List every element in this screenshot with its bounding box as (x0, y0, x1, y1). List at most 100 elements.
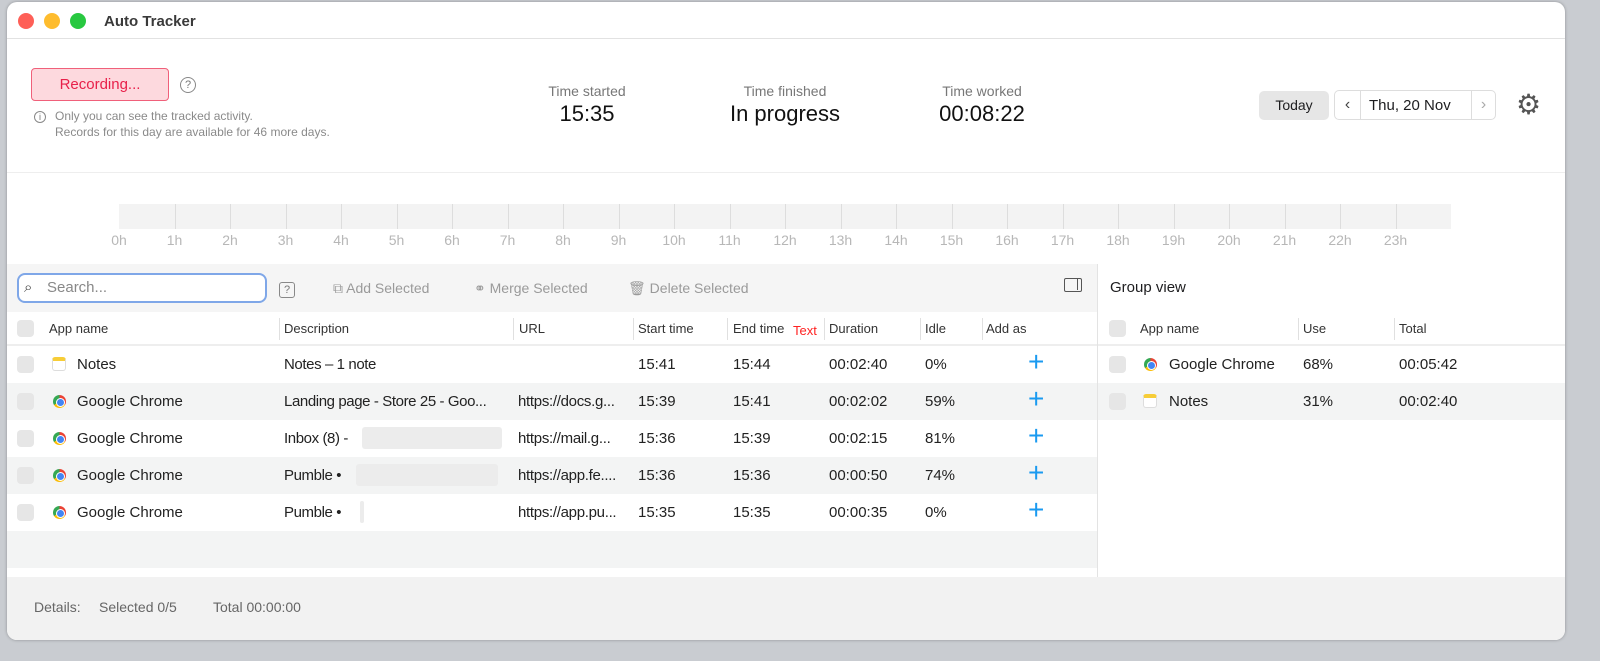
redacted (362, 427, 502, 449)
add-selected-label: Add Selected (346, 280, 430, 296)
hour-tick (452, 204, 453, 229)
app-name: Google Chrome (77, 430, 183, 447)
hour-tick (341, 204, 342, 229)
col-end-time[interactable]: End time (733, 321, 785, 336)
group-row-checkbox[interactable] (1109, 393, 1126, 410)
row-checkbox[interactable] (17, 467, 34, 484)
minimize-button[interactable] (44, 13, 60, 29)
table-row[interactable]: Google Chrome Pumble • https://app.fe...… (7, 457, 1097, 494)
hour-tick (507, 204, 509, 229)
end-time: 15:41 (733, 393, 771, 410)
redacted (356, 464, 498, 486)
row-checkbox[interactable] (17, 430, 34, 447)
zoom-button[interactable] (70, 13, 86, 29)
group-select-all-checkbox[interactable] (1109, 320, 1126, 337)
col-app-name[interactable]: App name (49, 321, 109, 336)
today-button[interactable]: Today (1259, 91, 1329, 120)
end-time: 15:35 (733, 504, 771, 521)
date-label[interactable]: Thu, 20 Nov (1369, 97, 1451, 114)
chrome-icon (53, 506, 66, 519)
start-time: 15:36 (638, 467, 676, 484)
hour-label: 11h (718, 232, 741, 248)
divider (7, 172, 1565, 173)
row-checkbox[interactable] (17, 393, 34, 410)
hour-tick (1340, 204, 1341, 229)
hour-label: 23h (1383, 232, 1408, 248)
row-checkbox[interactable] (17, 504, 34, 521)
add-as-plus-icon[interactable]: + (1028, 457, 1045, 488)
end-time: 15:36 (733, 467, 771, 484)
notes-icon (1143, 394, 1157, 408)
merge-selected-button[interactable]: ⚭ Merge Selected (474, 280, 588, 297)
toggle-sidebar-icon[interactable] (1064, 278, 1082, 292)
shortcuts-help-icon[interactable]: ? (279, 282, 295, 298)
prev-day-button[interactable]: ‹ (1335, 91, 1361, 119)
delete-selected-button[interactable]: 🗑 Delete Selected (628, 280, 749, 297)
hour-tick (1062, 204, 1064, 229)
add-as-plus-icon[interactable]: + (1028, 383, 1045, 414)
hour-label: 8h (555, 232, 571, 248)
next-day-button[interactable]: › (1471, 91, 1495, 119)
start-time: 15:41 (638, 356, 676, 373)
duration: 00:00:35 (829, 504, 888, 521)
row-checkbox[interactable] (17, 356, 34, 373)
hour-tick (618, 204, 620, 229)
duration: 00:02:40 (829, 356, 888, 373)
info-icon: i (34, 111, 46, 123)
hour-label: 12h (773, 232, 797, 248)
table-row[interactable]: Google Chrome Landing page - Store 25 - … (7, 383, 1097, 420)
select-all-checkbox[interactable] (17, 320, 34, 337)
description: Pumble • (284, 504, 342, 521)
duration: 00:02:15 (829, 430, 888, 447)
close-button[interactable] (18, 13, 34, 29)
hour-label: 21h (1272, 232, 1297, 248)
time-started-label: Time started (548, 83, 626, 99)
time-started: Time started 15:35 (517, 83, 657, 127)
group-col-use[interactable]: Use (1303, 321, 1327, 336)
description: Landing page - Store 25 - Goo... (284, 393, 487, 410)
group-row-checkbox[interactable] (1109, 356, 1126, 373)
hour-label: 9h (610, 232, 627, 248)
col-add-as[interactable]: Add as (986, 321, 1027, 336)
hour-tick (785, 204, 786, 229)
time-started-value: 15:35 (559, 101, 615, 126)
idle: 0% (925, 504, 947, 521)
search-input[interactable]: Search... (17, 273, 267, 303)
notice-line: Only you can see the tracked activity. (55, 109, 253, 123)
hour-label: 5h (388, 232, 405, 248)
redacted (360, 501, 364, 523)
app-name: Google Chrome (77, 504, 183, 521)
table-row[interactable]: Google Chrome Pumble • https://app.pu...… (7, 494, 1097, 531)
col-description[interactable]: Description (284, 321, 350, 336)
hour-label: 0h (111, 232, 127, 248)
table-row[interactable]: Google Chrome Inbox (8) - https://mail.g… (7, 420, 1097, 457)
col-duration[interactable]: Duration (829, 321, 879, 336)
add-as-plus-icon[interactable]: + (1028, 346, 1045, 377)
hour-tick (230, 204, 231, 229)
merge-selected-label: Merge Selected (489, 280, 588, 296)
table-row[interactable]: Notes Notes – 1 note 15:41 15:44 00:02:4… (7, 346, 1097, 383)
add-as-plus-icon[interactable]: + (1028, 420, 1045, 451)
group-col-app-name[interactable]: App name (1140, 321, 1200, 336)
hour-tick (729, 204, 731, 229)
selected-total: Total 00:00:00 (213, 599, 301, 615)
hour-label: 2h (222, 232, 238, 248)
app-name: Notes (1169, 393, 1209, 410)
use-percent: 31% (1303, 393, 1334, 410)
help-icon[interactable]: ? (180, 77, 196, 93)
app-name: Google Chrome (1169, 356, 1275, 373)
total-time: 00:02:40 (1399, 393, 1458, 410)
url: https://app.fe.... (518, 467, 616, 484)
add-as-plus-icon[interactable]: + (1028, 494, 1045, 525)
col-start-time[interactable]: Start time (638, 321, 694, 336)
window-title: Auto Tracker (104, 13, 196, 30)
group-col-total[interactable]: Total (1399, 321, 1427, 336)
col-idle[interactable]: Idle (925, 321, 946, 336)
group-row[interactable]: Google Chrome 68% 00:05:42 (1098, 346, 1565, 383)
hour-label: 18h (1106, 232, 1130, 248)
col-url[interactable]: URL (519, 321, 546, 336)
add-selected-button[interactable]: ⧉ Add Selected (333, 280, 429, 297)
recording-button[interactable]: Recording... (31, 68, 169, 101)
settings-gear-icon[interactable]: ⚙ (1516, 89, 1542, 120)
group-row[interactable]: Notes 31% 00:02:40 (1098, 383, 1565, 420)
